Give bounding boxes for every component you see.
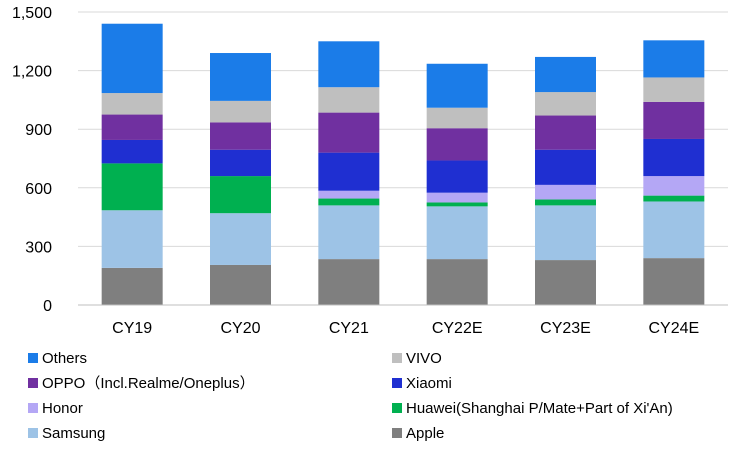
bar-segment (101, 210, 163, 268)
bar-segment (643, 258, 705, 305)
legend-label: Huawei(Shanghai P/Mate+Part of Xi'An) (406, 400, 673, 417)
bar-segment (318, 205, 380, 260)
bar-segment (535, 199, 596, 206)
bar-segment (643, 201, 705, 259)
bar-segment (318, 41, 380, 88)
bar-segment (535, 56, 596, 93)
grid-lines (78, 11, 728, 247)
x-category-label: CY23E (540, 320, 591, 337)
bar-segment (318, 112, 380, 153)
bar-segment (210, 122, 271, 150)
bar-segment (426, 202, 488, 207)
bar-segment (643, 138, 705, 177)
bar-segment (318, 152, 380, 191)
bar-segment (643, 40, 705, 78)
bar-segment (535, 115, 596, 150)
x-category-label: CY21 (329, 320, 369, 337)
legend-swatch (28, 378, 38, 388)
bar-segment (426, 128, 488, 161)
y-tick-label: 0 (43, 298, 52, 315)
x-category-label: CY22E (432, 320, 483, 337)
bar-segment (426, 107, 488, 129)
legend-swatch (28, 403, 38, 413)
bar-segment (643, 101, 705, 139)
bar-segment (535, 205, 596, 261)
bar-segment (210, 100, 271, 123)
bar-segment (426, 160, 488, 193)
bar-segment (643, 176, 705, 196)
bar-segment (101, 163, 163, 211)
y-tick-label: 1,200 (12, 64, 52, 81)
legend: Others VIVO OPPO（Incl.Realme/Oneplus） Xiaom… (28, 350, 673, 442)
bar-segment (426, 206, 488, 260)
bar-segment (535, 92, 596, 116)
bar-segment (535, 149, 596, 185)
legend-swatch (392, 428, 402, 438)
legend-label: Apple (406, 425, 444, 442)
bar-segment (101, 93, 163, 115)
bar-segment (210, 149, 271, 177)
bar-segment (101, 114, 163, 140)
bar-segment (210, 176, 271, 214)
bar-segment (318, 190, 380, 199)
y-tick-label: 600 (25, 181, 52, 198)
x-category-label: CY20 (220, 320, 260, 337)
legend-swatch (392, 353, 402, 363)
bar-segment (101, 139, 163, 164)
legend-swatch (28, 353, 38, 363)
bars (101, 23, 705, 305)
bar-segment (101, 267, 163, 305)
bar-segment (318, 198, 380, 206)
bar-segment (210, 213, 271, 265)
legend-label: VIVO (406, 350, 442, 367)
bar-segment (643, 195, 705, 202)
legend-label: Xiaomi (406, 375, 452, 392)
bar-segment (426, 63, 488, 108)
bar-segment (210, 53, 271, 101)
bar-segment (318, 87, 380, 113)
x-category-label: CY24E (648, 320, 699, 337)
x-category-label: CY19 (112, 320, 152, 337)
bar-segment (535, 184, 596, 200)
y-tick-label: 1,500 (12, 5, 52, 22)
y-tick-label: 900 (25, 122, 52, 139)
bar-segment (101, 23, 163, 94)
legend-swatch (28, 428, 38, 438)
bar-segment (535, 260, 596, 305)
y-tick-label: 300 (25, 239, 52, 256)
legend-label: OPPO（Incl.Realme/Oneplus） (42, 375, 255, 392)
legend-label: Others (42, 350, 87, 367)
legend-label: Honor (42, 400, 83, 417)
legend-swatch (392, 378, 402, 388)
legend-label: Samsung (42, 425, 105, 442)
bar-segment (318, 259, 380, 305)
bar-segment (643, 77, 705, 102)
bar-segment (426, 259, 488, 305)
legend-swatch (392, 403, 402, 413)
axes: 0 300 600 900 1,200 1,500 CY19 CY20 CY21 CY22E CY2… (12, 5, 728, 337)
bar-segment (210, 264, 271, 305)
bar-segment (426, 192, 488, 203)
